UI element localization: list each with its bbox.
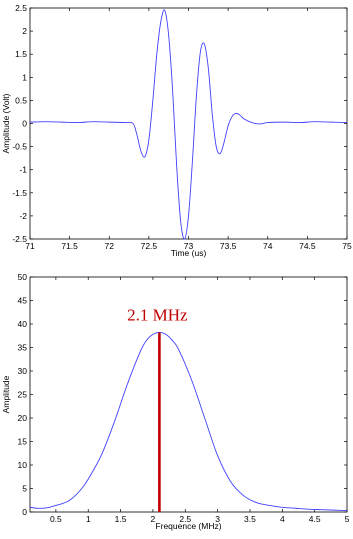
- x-tick-label: 75: [342, 241, 352, 251]
- y-tick-label: 2: [22, 26, 27, 36]
- x-tick-label: 74: [263, 241, 273, 251]
- peak-annotation-label: 2.1 MHz: [127, 305, 188, 324]
- x-tick-label: 4: [280, 514, 285, 524]
- y-tick-label: 15: [18, 437, 28, 447]
- x-tick-label: 3: [215, 514, 220, 524]
- x-tick-label: 0.5: [50, 514, 62, 524]
- x-tick-label: 2.5: [179, 514, 191, 524]
- y-tick-label: 0: [22, 119, 27, 129]
- time-domain-chart: 71 71.5 72 72.5 73 73.5 74 74.5 75 -2.5 -2 -1.5 -1 -0…: [1, 3, 352, 258]
- y-tick-label: -2.5: [12, 234, 27, 244]
- x-tick-label: 71.5: [61, 241, 78, 251]
- plot-area: [29, 7, 348, 240]
- x-tick-label: 74.5: [299, 241, 316, 251]
- y-tick-label: 5: [22, 484, 27, 494]
- frequency-spectrum-chart: 0.5 1 1.5 2 2.5 3 3.5 4 4.5 505101520253035404550…: [1, 272, 350, 531]
- y-tick-label: -1.5: [12, 188, 27, 198]
- y-tick-label: 1.5: [15, 49, 27, 59]
- x-tick-label: 3.5: [244, 514, 256, 524]
- x-tick-label: 5: [345, 514, 350, 524]
- y-tick-label: 25: [18, 390, 28, 400]
- y-tick-label: 0.5: [15, 95, 27, 105]
- y-tick-label: 30: [18, 366, 28, 376]
- y-tick-label: 50: [18, 272, 28, 282]
- x-tick-label: 73.5: [220, 241, 237, 251]
- y-tick-label: -1: [19, 165, 27, 175]
- x-tick-label: 4.5: [309, 514, 321, 524]
- y-tick-label: -0.5: [12, 142, 27, 152]
- y-axis-label: Amplitude: [1, 375, 11, 413]
- x-tick-label: 73: [184, 241, 194, 251]
- x-tick-label: 72: [105, 241, 115, 251]
- series-line-0: [29, 9, 348, 240]
- x-tick-label: 72.5: [141, 241, 158, 251]
- x-tick-label: 2: [151, 514, 156, 524]
- x-axis-label: Frequence (MHz): [155, 521, 221, 531]
- y-tick-label: 45: [18, 296, 28, 306]
- x-axis-label: Time (us): [171, 248, 207, 258]
- plot-area: [29, 276, 348, 513]
- x-tick-label: 71: [25, 241, 35, 251]
- y-tick-label: -2: [19, 211, 27, 221]
- y-axis-label: Amplitude (Volt): [1, 93, 11, 153]
- x-tick-label: 1: [86, 514, 91, 524]
- y-tick-label: 0: [22, 507, 27, 517]
- x-tick-label: 1.5: [115, 514, 127, 524]
- y-tick-label: 40: [18, 319, 28, 329]
- y-tick-label: 35: [18, 343, 28, 353]
- y-tick-label: 2.5: [15, 3, 27, 13]
- y-tick-label: 20: [18, 413, 28, 423]
- y-tick-label: 10: [18, 460, 28, 470]
- y-tick-label: 1: [22, 72, 27, 82]
